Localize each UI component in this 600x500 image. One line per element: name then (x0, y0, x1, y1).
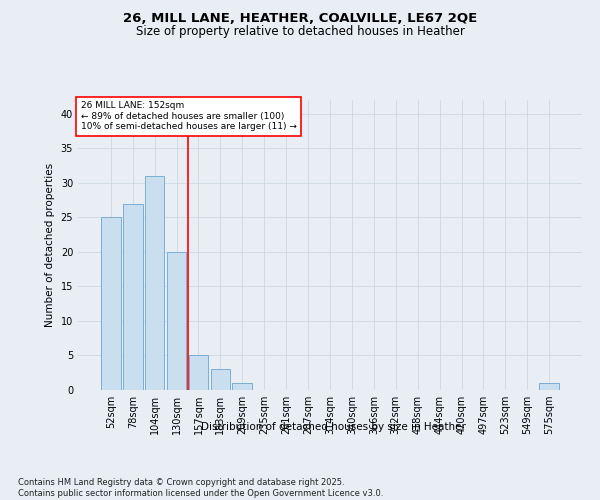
Bar (188, 356, 208, 390)
Y-axis label: Number of detached properties: Number of detached properties (45, 163, 55, 327)
Bar (167, 252, 187, 390)
Bar (101, 218, 121, 390)
Text: Contains HM Land Registry data © Crown copyright and database right 2025.
Contai: Contains HM Land Registry data © Crown c… (18, 478, 383, 498)
Bar (123, 204, 143, 390)
Text: Distribution of detached houses by size in Heather: Distribution of detached houses by size … (200, 422, 466, 432)
Text: 26, MILL LANE, HEATHER, COALVILLE, LE67 2QE: 26, MILL LANE, HEATHER, COALVILLE, LE67 … (123, 12, 477, 26)
Bar (232, 383, 252, 390)
Bar (145, 176, 164, 390)
Text: 26 MILL LANE: 152sqm
← 89% of detached houses are smaller (100)
10% of semi-deta: 26 MILL LANE: 152sqm ← 89% of detached h… (80, 102, 296, 132)
Bar (211, 370, 230, 390)
Text: Size of property relative to detached houses in Heather: Size of property relative to detached ho… (136, 25, 464, 38)
Bar (539, 383, 559, 390)
